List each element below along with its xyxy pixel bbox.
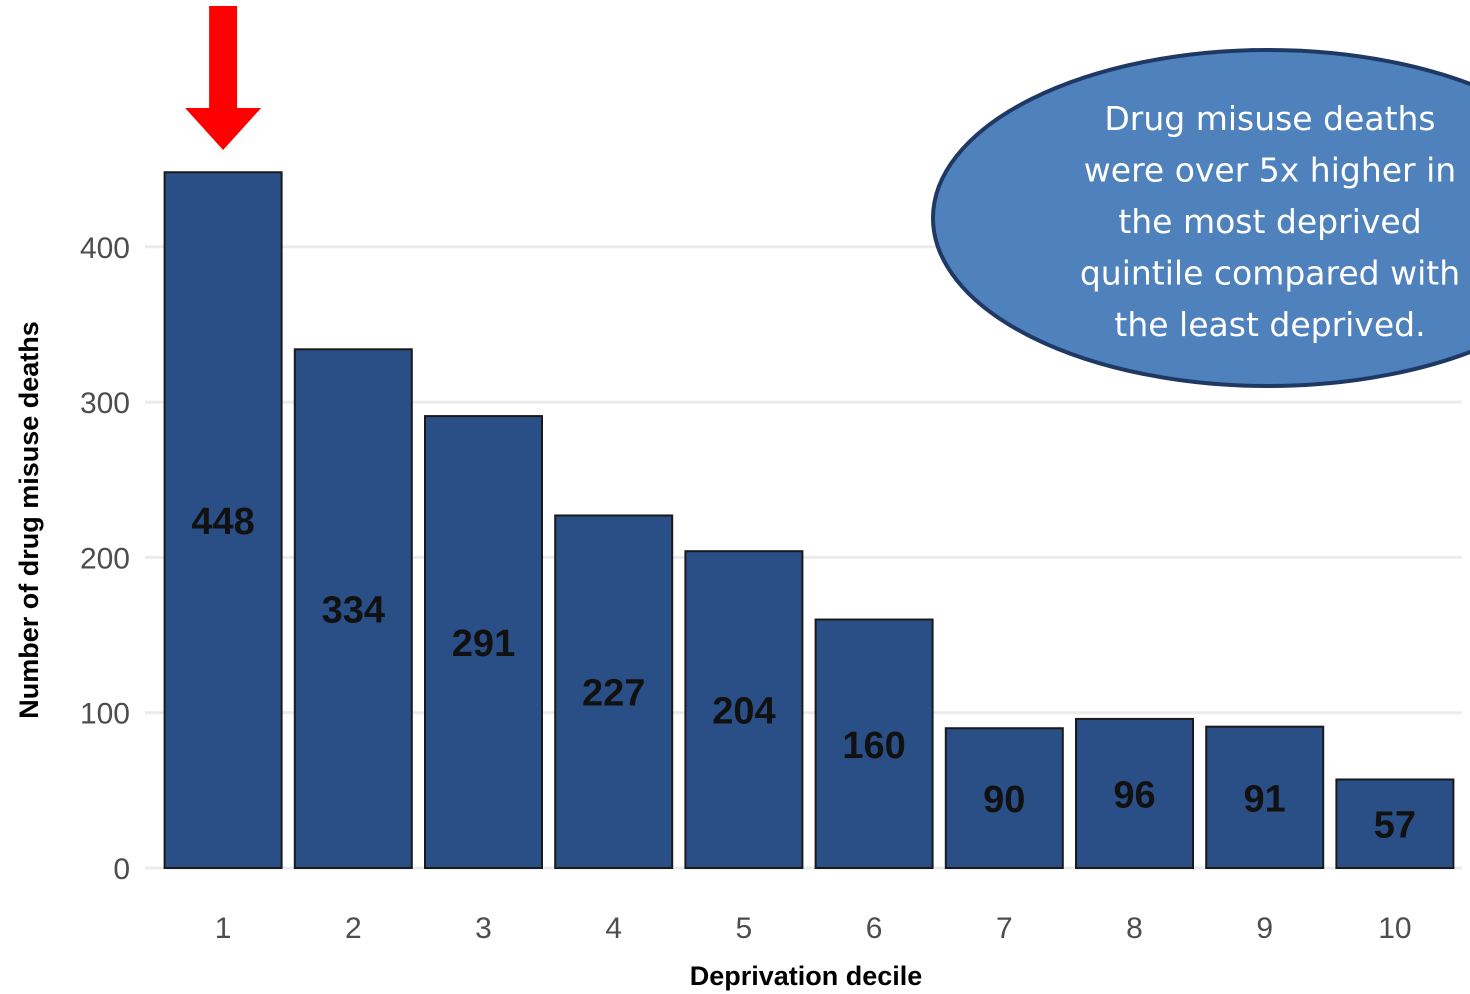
x-tick-label: 2 (345, 912, 362, 945)
y-axis-title: Number of drug misuse deaths (14, 321, 44, 719)
x-axis-ticks: 1 2 3 4 5 6 7 8 9 10 (215, 912, 1412, 945)
callout-ellipse (931, 48, 1470, 388)
highlight-arrow-icon (185, 6, 262, 150)
bar-2 (293, 348, 413, 870)
data-label: 227 (582, 673, 645, 715)
x-tick-label: 3 (475, 912, 492, 945)
arrow-shape (185, 6, 262, 150)
callout-line: quintile compared with (1080, 254, 1460, 293)
callout-line: were over 5x higher in (1084, 151, 1456, 190)
annotation-callout: Drug misuse deaths were over 5x higher in… (931, 48, 1470, 388)
x-tick-label: 10 (1378, 912, 1411, 945)
x-tick-label: 9 (1256, 912, 1273, 945)
data-label: 91 (1244, 778, 1286, 820)
bar-1 (163, 171, 283, 870)
bar-8 (1075, 717, 1194, 869)
x-tick-label: 7 (996, 912, 1013, 945)
x-tick-label: 5 (736, 912, 753, 945)
bar-4 (554, 514, 674, 869)
bar-6 (814, 618, 934, 870)
bar-9 (1205, 725, 1325, 869)
bar-3 (424, 415, 543, 869)
y-axis-ticks: 0 100 200 300 400 (80, 232, 130, 886)
data-label: 448 (191, 501, 254, 543)
y-tick-label: 200 (80, 542, 130, 575)
bar-5 (684, 550, 804, 869)
data-label: 96 (1113, 774, 1155, 816)
x-tick-label: 6 (866, 912, 883, 945)
y-tick-label: 0 (113, 853, 130, 886)
y-tick-label: 400 (80, 232, 130, 265)
bar-10 (1335, 778, 1455, 869)
bar-7 (944, 727, 1064, 869)
x-tick-label: 8 (1126, 912, 1143, 945)
callout-line: the least deprived. (1114, 305, 1425, 344)
y-tick-label: 100 (80, 698, 130, 731)
y-tick-label: 300 (80, 387, 130, 420)
x-tick-label: 1 (215, 912, 232, 945)
data-label: 57 (1374, 805, 1416, 847)
callout-line: Drug misuse deaths (1104, 99, 1435, 138)
x-axis-title: Deprivation decile (690, 961, 923, 991)
data-label: 160 (842, 725, 905, 767)
data-label: 90 (983, 779, 1025, 821)
callout-line: the most deprived (1118, 202, 1421, 241)
data-label: 204 (712, 691, 775, 733)
data-label: 334 (322, 590, 385, 632)
data-label: 291 (452, 623, 515, 665)
data-labels: 448 334 291 227 204 160 90 96 91 57 (191, 501, 1416, 847)
bars (163, 171, 1455, 870)
x-tick-label: 4 (605, 912, 622, 945)
